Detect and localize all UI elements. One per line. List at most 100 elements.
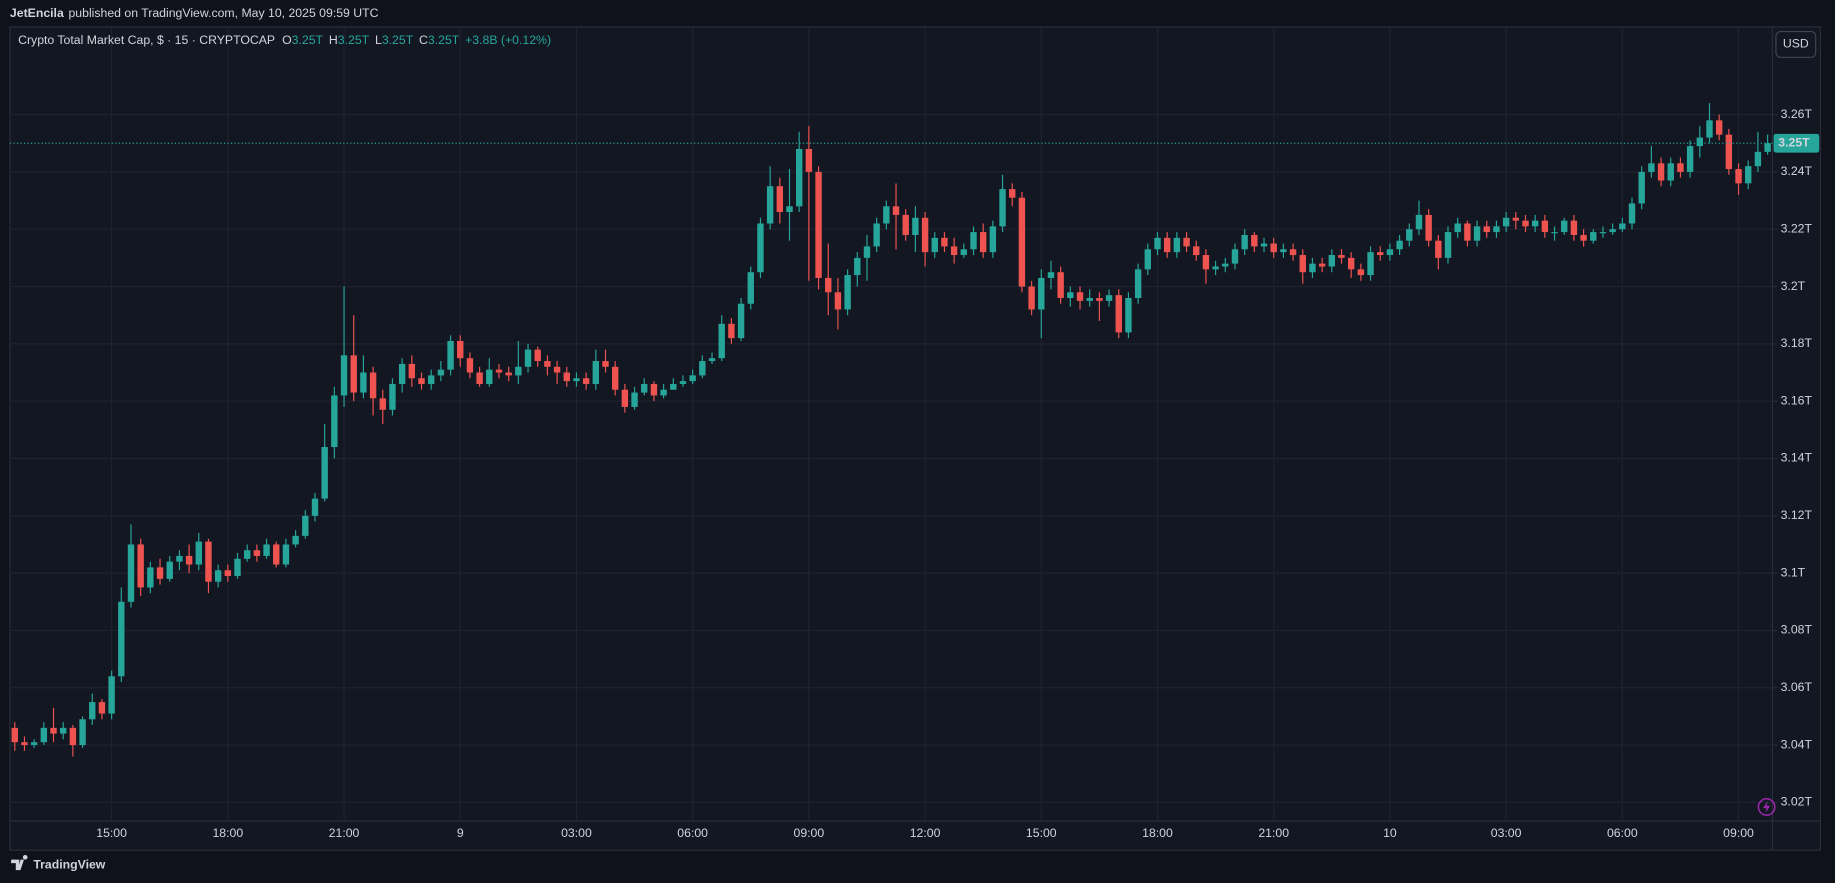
usd-button-label[interactable]: USD (1783, 37, 1809, 51)
candle-body (999, 189, 1006, 227)
candle-body (1599, 232, 1607, 234)
x-tick-label: 03:00 (1491, 826, 1522, 840)
chart-frame (9, 26, 1821, 851)
candle-body (340, 355, 348, 396)
y-tick-label: 3.14T (1781, 451, 1813, 465)
candle-body (1541, 220, 1549, 233)
y-tick-label: 3.2T (1781, 279, 1806, 293)
candle-body (457, 340, 464, 359)
brand-name: TradingView (33, 858, 105, 872)
candle-body (1231, 249, 1239, 264)
usd-button-box[interactable] (1775, 30, 1817, 58)
alert-icon-ring[interactable] (1757, 798, 1776, 816)
candle-body (1212, 266, 1219, 270)
candle-body (776, 186, 784, 213)
y-tick-label: 3.16T (1781, 393, 1813, 407)
candle-body (989, 226, 997, 253)
legend-key: L (375, 33, 382, 47)
candle-body (1638, 171, 1645, 204)
candle-body (476, 372, 483, 384)
y-tick-label: 3.26T (1781, 107, 1813, 121)
candle-body (1677, 163, 1684, 172)
candle-body (11, 727, 18, 743)
candle-body (873, 223, 880, 247)
candle-body (292, 535, 299, 545)
candle-body (766, 186, 774, 224)
candle-body (127, 544, 135, 602)
candle-body (447, 340, 454, 370)
candle-body (621, 389, 629, 407)
candle-body (1038, 277, 1045, 310)
candle-body (1570, 220, 1578, 235)
candle-body (1096, 298, 1103, 301)
x-tick-label: 15:00 (1026, 826, 1057, 840)
candle-body (282, 544, 290, 565)
candle-body (21, 742, 28, 746)
candle-body (1619, 223, 1626, 230)
candle-body (563, 372, 570, 382)
x-tick-label: 03:00 (561, 826, 592, 840)
legend-value: 3.25T (292, 33, 324, 47)
x-tick-label: 12:00 (910, 826, 941, 840)
candle-body (718, 323, 725, 359)
legend-change: +3.8B (+0.12%) (465, 33, 551, 47)
candle-body (582, 378, 590, 384)
candle-body (950, 246, 958, 256)
candle-body (214, 570, 222, 582)
y-tick-label: 3.22T (1781, 221, 1813, 235)
alert-icon[interactable] (1757, 798, 1776, 816)
candle-body (1715, 120, 1723, 135)
candle-body (1551, 232, 1558, 234)
candle-body (515, 366, 522, 376)
alert-icon-bolt[interactable] (1763, 801, 1771, 813)
candle-body (544, 361, 551, 367)
candle-body (263, 544, 270, 556)
candle-body (253, 550, 261, 556)
candle-body (1502, 217, 1510, 227)
candle-body (1134, 269, 1142, 299)
candle-body (795, 148, 803, 207)
candle-body (1483, 226, 1490, 233)
candle-body (1009, 189, 1016, 198)
candle-body (699, 361, 706, 376)
candle-body (79, 719, 86, 746)
candle-body (1241, 234, 1248, 250)
candle-body (176, 555, 183, 562)
candle-body (1745, 166, 1752, 184)
candle-body (1493, 226, 1500, 233)
candle-body (60, 727, 67, 734)
candle-body (273, 544, 280, 565)
candle-body (1386, 249, 1394, 256)
candle-body (389, 383, 396, 410)
candle-body (437, 369, 445, 376)
candle-body (360, 372, 367, 393)
candle-body (1338, 255, 1345, 258)
last-price-tag (1773, 133, 1820, 153)
candle-body (369, 372, 377, 399)
candle-body (1318, 263, 1326, 267)
legend-key: C (419, 33, 428, 47)
candle-body (1144, 249, 1152, 270)
last-price-label: 3.25T (1778, 136, 1810, 150)
candle-body (1105, 295, 1113, 301)
candle-body (1648, 163, 1655, 172)
candle-body (1764, 143, 1771, 152)
candle-body (1057, 272, 1064, 299)
legend: Crypto Total Market Cap, $ · 15 · CRYPTO… (18, 33, 551, 47)
candle-body (960, 249, 968, 256)
legend-title: Crypto Total Market Cap, $ · 15 · CRYPTO… (18, 33, 275, 47)
candle-body (1115, 295, 1122, 333)
candle-body (1251, 234, 1258, 247)
candle-body (486, 369, 493, 384)
candle-body (1347, 257, 1355, 270)
candle-body (147, 567, 154, 588)
candle-body (1464, 223, 1471, 241)
candle-body (1735, 169, 1742, 184)
x-tick-label: 9 (457, 826, 464, 840)
usd-button[interactable]: USD (1775, 30, 1817, 58)
candle-body (931, 237, 938, 253)
candle-body (224, 570, 232, 576)
candle-body (1454, 223, 1461, 233)
candle-body (1260, 243, 1268, 247)
candle-body (602, 361, 609, 367)
